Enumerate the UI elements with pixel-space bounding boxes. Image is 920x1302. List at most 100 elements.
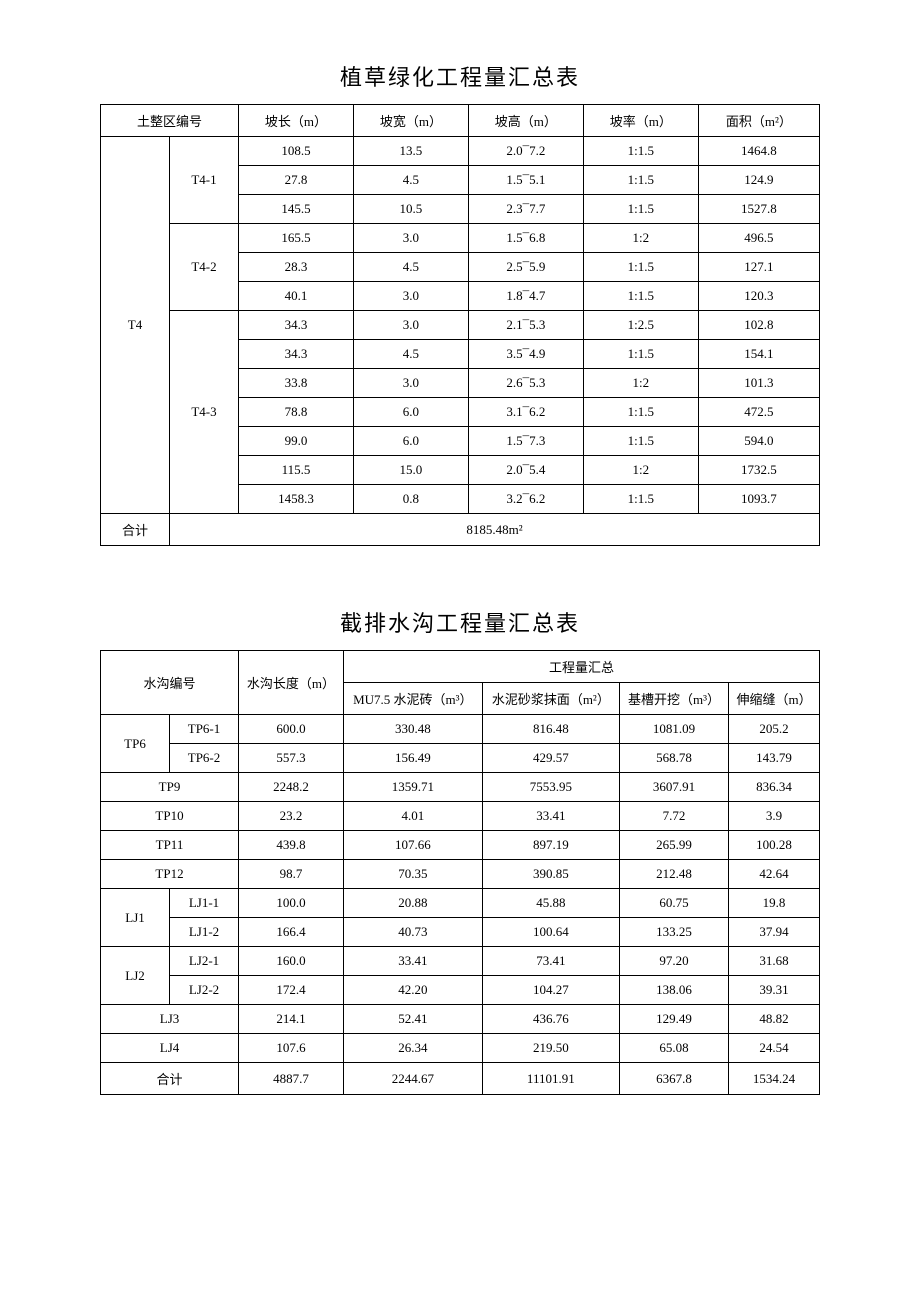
cell-excavation: 65.08 <box>619 1034 728 1063</box>
cell-length: 172.4 <box>239 976 344 1005</box>
cell-slope: 1:1.5 <box>583 253 698 282</box>
table-row: LJ1LJ1-1100.020.8845.8860.7519.8 <box>101 889 820 918</box>
cell-area: 594.0 <box>698 427 819 456</box>
table-row: 合计 4887.7 2244.67 11101.91 6367.8 1534.2… <box>101 1063 820 1095</box>
cell-area: 1464.8 <box>698 137 819 166</box>
cell-length: 166.4 <box>239 918 344 947</box>
cell-height: 3.2¯6.2 <box>468 485 583 514</box>
cell-slope: 1:1.5 <box>583 137 698 166</box>
table-row: LJ2-2172.442.20104.27138.0639.31 <box>101 976 820 1005</box>
cell-height: 1.5¯6.8 <box>468 224 583 253</box>
header-length: 坡长（m） <box>239 105 354 137</box>
sub-cell: TP6-2 <box>170 744 239 773</box>
cell-length: 145.5 <box>239 195 354 224</box>
cell-joint: 19.8 <box>729 889 820 918</box>
cell-excavation: 138.06 <box>619 976 728 1005</box>
cell-length: 100.0 <box>239 889 344 918</box>
code-cell: TP11 <box>101 831 239 860</box>
cell-length: 214.1 <box>239 1005 344 1034</box>
sub-cell: LJ2-1 <box>170 947 239 976</box>
cell-mu75: 33.41 <box>343 947 482 976</box>
cell-area: 496.5 <box>698 224 819 253</box>
cell-excavation: 60.75 <box>619 889 728 918</box>
cell-slope: 1:2 <box>583 369 698 398</box>
table-row: TP11439.8107.66897.19265.99100.28 <box>101 831 820 860</box>
cell-mortar: 897.19 <box>482 831 619 860</box>
cell-width: 13.5 <box>353 137 468 166</box>
sub-cell: LJ1-1 <box>170 889 239 918</box>
cell-excavation: 1081.09 <box>619 715 728 744</box>
cell-area: 127.1 <box>698 253 819 282</box>
cell-excavation: 129.49 <box>619 1005 728 1034</box>
table-row: T4T4-1108.513.52.0¯7.21:1.51464.8 <box>101 137 820 166</box>
total-excavation: 6367.8 <box>619 1063 728 1095</box>
cell-joint: 3.9 <box>729 802 820 831</box>
header-height: 坡高（m） <box>468 105 583 137</box>
header-mu75: MU7.5 水泥砖（m³） <box>343 683 482 715</box>
header-width: 坡宽（m） <box>353 105 468 137</box>
group-cell: LJ1 <box>101 889 170 947</box>
header-slope: 坡率（m） <box>583 105 698 137</box>
cell-joint: 37.94 <box>729 918 820 947</box>
cell-slope: 1:1.5 <box>583 282 698 311</box>
cell-area: 472.5 <box>698 398 819 427</box>
cell-height: 2.3¯7.7 <box>468 195 583 224</box>
cell-height: 2.6¯5.3 <box>468 369 583 398</box>
cell-mortar: 73.41 <box>482 947 619 976</box>
cell-joint: 205.2 <box>729 715 820 744</box>
header-mortar: 水泥砂浆抹面（m²） <box>482 683 619 715</box>
cell-length: 33.8 <box>239 369 354 398</box>
cell-mortar: 429.57 <box>482 744 619 773</box>
total-label: 合计 <box>101 514 170 546</box>
cell-joint: 39.31 <box>729 976 820 1005</box>
cell-area: 124.9 <box>698 166 819 195</box>
group-sub: T4-2 <box>170 224 239 311</box>
sub-cell: LJ2-2 <box>170 976 239 1005</box>
cell-excavation: 568.78 <box>619 744 728 773</box>
cell-height: 3.5¯4.9 <box>468 340 583 369</box>
cell-excavation: 212.48 <box>619 860 728 889</box>
cell-mortar: 219.50 <box>482 1034 619 1063</box>
cell-length: 98.7 <box>239 860 344 889</box>
header-code: 土整区编号 <box>101 105 239 137</box>
cell-length: 40.1 <box>239 282 354 311</box>
grass-greening-table: 土整区编号 坡长（m） 坡宽（m） 坡高（m） 坡率（m） 面积（m²） T4T… <box>100 104 820 546</box>
code-cell: TP9 <box>101 773 239 802</box>
cell-mortar: 7553.95 <box>482 773 619 802</box>
cell-mortar: 33.41 <box>482 802 619 831</box>
total-mortar: 11101.91 <box>482 1063 619 1095</box>
cell-height: 2.5¯5.9 <box>468 253 583 282</box>
code-cell: TP10 <box>101 802 239 831</box>
cell-length: 34.3 <box>239 340 354 369</box>
cell-slope: 1:1.5 <box>583 195 698 224</box>
total-length: 4887.7 <box>239 1063 344 1095</box>
cell-mu75: 42.20 <box>343 976 482 1005</box>
table-row: LJ3214.152.41436.76129.4948.82 <box>101 1005 820 1034</box>
cell-slope: 1:1.5 <box>583 340 698 369</box>
cell-length: 27.8 <box>239 166 354 195</box>
cell-mortar: 45.88 <box>482 889 619 918</box>
cell-height: 2.1¯5.3 <box>468 311 583 340</box>
cell-length: 115.5 <box>239 456 354 485</box>
drainage-table: 水沟编号 水沟长度（m） 工程量汇总 MU7.5 水泥砖（m³） 水泥砂浆抹面（… <box>100 650 820 1095</box>
cell-length: 28.3 <box>239 253 354 282</box>
cell-joint: 31.68 <box>729 947 820 976</box>
cell-length: 78.8 <box>239 398 354 427</box>
table-row: 水沟编号 水沟长度（m） 工程量汇总 <box>101 651 820 683</box>
cell-area: 1093.7 <box>698 485 819 514</box>
cell-slope: 1:1.5 <box>583 485 698 514</box>
table-row: TP6TP6-1600.0330.48816.481081.09205.2 <box>101 715 820 744</box>
cell-slope: 1:1.5 <box>583 427 698 456</box>
group-sub: T4-3 <box>170 311 239 514</box>
cell-length: 439.8 <box>239 831 344 860</box>
table-row: 土整区编号 坡长（m） 坡宽（m） 坡高（m） 坡率（m） 面积（m²） <box>101 105 820 137</box>
cell-joint: 100.28 <box>729 831 820 860</box>
cell-slope: 1:2.5 <box>583 311 698 340</box>
sub-cell: TP6-1 <box>170 715 239 744</box>
cell-mortar: 104.27 <box>482 976 619 1005</box>
cell-mortar: 100.64 <box>482 918 619 947</box>
cell-area: 102.8 <box>698 311 819 340</box>
cell-height: 1.8¯4.7 <box>468 282 583 311</box>
table-row: T4-2165.53.01.5¯6.81:2496.5 <box>101 224 820 253</box>
table-row: LJ4107.626.34219.5065.0824.54 <box>101 1034 820 1063</box>
